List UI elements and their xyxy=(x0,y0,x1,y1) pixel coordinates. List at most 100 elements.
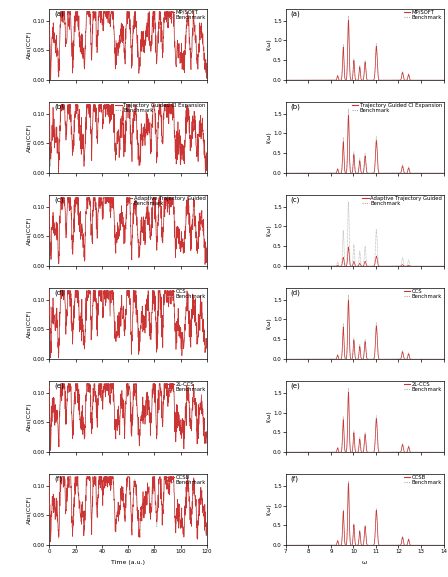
2L-CCS xyxy=(441,449,446,456)
Trajectory Guided CI Expansion xyxy=(436,170,442,177)
Benchmark xyxy=(283,449,289,456)
2L-CCS xyxy=(283,449,289,456)
Line: Benchmark: Benchmark xyxy=(286,295,444,359)
MP/SOFT xyxy=(58,8,63,15)
2L-CCS xyxy=(143,411,148,418)
Benchmark xyxy=(143,133,148,140)
CCS xyxy=(436,356,442,363)
CCS xyxy=(441,356,446,363)
CCS xyxy=(166,292,172,299)
Adaptive Trajectory Guided xyxy=(204,243,210,250)
Benchmark xyxy=(167,198,172,205)
Benchmark xyxy=(147,414,153,421)
Benchmark xyxy=(56,443,61,449)
Benchmark xyxy=(291,77,297,84)
2L-CCS xyxy=(138,417,144,424)
Y-axis label: Abs(CCF): Abs(CCF) xyxy=(26,402,31,431)
Benchmark xyxy=(283,356,289,363)
Adaptive Trajectory Guided xyxy=(436,263,442,269)
2L-CCS xyxy=(346,389,351,396)
Trajectory Guided CI Expansion xyxy=(204,162,210,169)
Legend: Trajectory Guided CI Expansion, Benchmark: Trajectory Guided CI Expansion, Benchmar… xyxy=(115,103,206,114)
CCSB xyxy=(166,478,172,485)
CCSB xyxy=(291,542,297,549)
MP/SOFT xyxy=(56,67,62,74)
Benchmark xyxy=(360,449,365,456)
Benchmark xyxy=(436,542,442,549)
Benchmark xyxy=(56,256,61,263)
Benchmark xyxy=(436,77,442,84)
Benchmark xyxy=(183,411,188,418)
Trajectory Guided CI Expansion xyxy=(283,170,289,177)
CCS xyxy=(346,297,351,304)
Benchmark xyxy=(204,246,210,253)
MP/SOFT xyxy=(356,75,361,82)
Y-axis label: I(ω): I(ω) xyxy=(267,317,271,329)
Benchmark xyxy=(436,170,442,177)
Benchmark xyxy=(58,194,64,201)
Benchmark xyxy=(441,77,446,84)
Benchmark xyxy=(356,75,361,82)
CCSB xyxy=(47,473,52,480)
Benchmark xyxy=(356,261,361,268)
Trajectory Guided CI Expansion xyxy=(441,170,446,177)
Adaptive Trajectory Guided xyxy=(56,257,62,264)
Legend: CCSB, Benchmark: CCSB, Benchmark xyxy=(403,474,443,486)
Benchmark xyxy=(441,170,446,177)
Line: Benchmark: Benchmark xyxy=(49,104,207,167)
Text: (e): (e) xyxy=(54,383,64,389)
Line: CCSB: CCSB xyxy=(49,477,207,542)
Benchmark xyxy=(441,449,446,456)
Line: Benchmark: Benchmark xyxy=(286,109,444,173)
Benchmark xyxy=(183,39,188,46)
Benchmark xyxy=(47,11,52,18)
CCS xyxy=(356,354,361,361)
Legend: 2L-CCS, Benchmark: 2L-CCS, Benchmark xyxy=(167,381,206,393)
Benchmark xyxy=(441,542,446,549)
Benchmark xyxy=(283,263,289,269)
Trajectory Guided CI Expansion xyxy=(346,112,351,119)
Adaptive Trajectory Guided xyxy=(47,194,52,201)
CCS xyxy=(56,342,62,349)
CCSB xyxy=(346,480,351,487)
Y-axis label: I(ω): I(ω) xyxy=(267,504,271,515)
Benchmark xyxy=(56,535,61,542)
Adaptive Trajectory Guided xyxy=(356,263,361,269)
Benchmark xyxy=(56,163,61,170)
Line: Benchmark: Benchmark xyxy=(49,198,207,260)
Legend: CCS, Benchmark: CCS, Benchmark xyxy=(403,288,443,300)
2L-CCS xyxy=(48,447,53,454)
Benchmark xyxy=(356,168,361,175)
Line: CCS: CCS xyxy=(49,291,207,358)
MP/SOFT xyxy=(143,34,148,41)
Line: 2L-CCS: 2L-CCS xyxy=(49,384,207,451)
Text: (a): (a) xyxy=(291,11,300,17)
Benchmark xyxy=(204,433,210,440)
Text: (c): (c) xyxy=(291,197,300,203)
Benchmark xyxy=(138,408,144,415)
Y-axis label: Abs(CCF): Abs(CCF) xyxy=(26,123,31,152)
Line: Benchmark: Benchmark xyxy=(49,477,207,539)
Benchmark xyxy=(407,355,413,362)
Benchmark xyxy=(47,383,52,390)
2L-CCS xyxy=(360,449,365,456)
Benchmark xyxy=(183,132,188,139)
CCS xyxy=(47,287,52,294)
CCS xyxy=(283,356,289,363)
Text: (e): (e) xyxy=(291,383,300,389)
MP/SOFT xyxy=(183,46,188,53)
MP/SOFT xyxy=(48,77,53,84)
Benchmark xyxy=(147,135,153,142)
Line: Adaptive Trajectory Guided: Adaptive Trajectory Guided xyxy=(286,247,444,266)
CCS xyxy=(147,320,153,327)
CCS xyxy=(436,356,442,363)
Benchmark xyxy=(183,319,188,325)
2L-CCS xyxy=(47,384,52,391)
Benchmark xyxy=(436,356,442,363)
Benchmark xyxy=(58,380,64,387)
Adaptive Trajectory Guided xyxy=(166,194,172,201)
Text: (f): (f) xyxy=(291,476,298,482)
Adaptive Trajectory Guided xyxy=(147,221,152,228)
Benchmark xyxy=(47,197,52,204)
CCS xyxy=(291,356,297,363)
